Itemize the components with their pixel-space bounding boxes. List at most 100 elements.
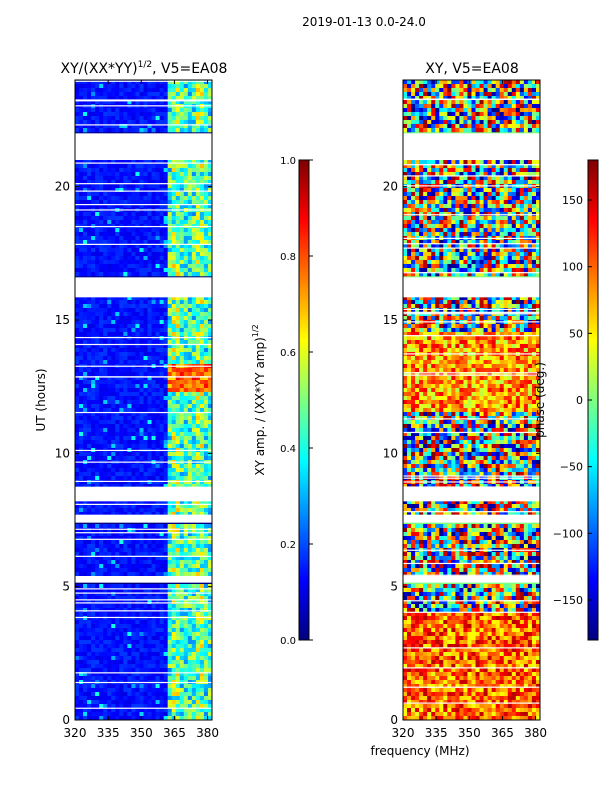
heatmap-cell — [187, 352, 193, 357]
heatmap-cell — [99, 644, 104, 649]
heatmap-cell — [419, 92, 424, 97]
heatmap-cell — [111, 416, 116, 421]
heatmap-cell — [131, 180, 136, 185]
heatmap-cell — [179, 636, 185, 641]
heatmap-cell — [151, 232, 156, 237]
heatmap-cell — [171, 668, 177, 673]
heatmap-cell — [187, 588, 193, 593]
heatmap-cell — [75, 644, 80, 649]
heatmap-cell — [75, 620, 80, 625]
heatmap-cell — [195, 548, 201, 553]
heatmap-cell — [103, 232, 108, 237]
heatmap-cell — [151, 324, 156, 329]
heatmap-cell — [167, 432, 173, 437]
heatmap-cell — [195, 372, 201, 377]
heatmap-cell — [155, 504, 160, 509]
heatmap-cell — [163, 424, 168, 429]
heatmap-cell — [163, 352, 168, 357]
heatmap-cell — [455, 88, 460, 93]
heatmap-cell — [531, 80, 537, 85]
heatmap-cell — [139, 196, 144, 201]
heatmap-cell — [171, 204, 177, 209]
heatmap-cell — [87, 252, 92, 257]
heatmap-cell — [111, 96, 116, 101]
heatmap-cell — [87, 216, 92, 221]
heatmap-cell — [163, 688, 168, 693]
heatmap-cell — [151, 540, 156, 545]
heatmap-cell — [447, 80, 452, 85]
heatmap-cell — [119, 260, 124, 265]
heatmap-cell — [179, 540, 185, 545]
heatmap-cell — [91, 316, 96, 321]
heatmap-cell — [83, 536, 88, 541]
heatmap-cell — [159, 128, 164, 133]
heatmap-cell — [75, 692, 80, 697]
heatmap-cell — [131, 504, 136, 509]
heatmap-cell — [95, 232, 100, 237]
heatmap-cell — [175, 384, 181, 389]
heatmap-cell — [119, 500, 124, 505]
heatmap-cell — [171, 312, 177, 317]
heatmap-cell — [151, 88, 156, 93]
heatmap-cell — [143, 524, 148, 529]
heatmap-cell — [163, 168, 168, 173]
heatmap-cell — [187, 120, 193, 125]
heatmap-cell — [143, 512, 148, 517]
heatmap-cell — [107, 588, 112, 593]
heatmap-cell — [99, 664, 104, 669]
heatmap-cell — [111, 232, 116, 237]
heatmap-cell — [99, 484, 104, 489]
heatmap-cell — [175, 452, 181, 457]
heatmap-cell — [139, 444, 144, 449]
heatmap-cell — [179, 200, 185, 205]
heatmap-cell — [135, 716, 140, 721]
heatmap-cell — [119, 196, 124, 201]
heatmap-cell — [103, 700, 108, 705]
heatmap-cell — [175, 228, 181, 233]
heatmap-cell — [75, 564, 80, 569]
heatmap-cell — [167, 388, 173, 393]
heatmap-cell — [87, 716, 92, 721]
heatmap-cell — [155, 540, 160, 545]
heatmap-cell — [99, 416, 104, 421]
heatmap-cell — [163, 600, 168, 605]
heatmap-cell — [175, 180, 181, 185]
heatmap-cell — [187, 648, 193, 653]
heatmap-cell — [135, 324, 140, 329]
heatmap-cell — [139, 692, 144, 697]
heatmap-cell — [147, 608, 152, 613]
heatmap-cell — [203, 404, 209, 409]
heatmap-cell — [131, 388, 136, 393]
heatmap-cell — [99, 528, 104, 533]
heatmap-cell — [119, 688, 124, 693]
heatmap-cell — [163, 252, 168, 257]
heatmap-cell — [147, 256, 152, 261]
heatmap-cell — [419, 88, 424, 93]
heatmap-cell — [423, 84, 428, 89]
heatmap-cell — [119, 600, 124, 605]
heatmap-cell — [191, 236, 197, 241]
heatmap-cell — [103, 468, 108, 473]
heatmap-cell — [115, 252, 120, 257]
heatmap-cell — [79, 456, 84, 461]
heatmap-cell — [155, 368, 160, 373]
heatmap-cell — [87, 508, 92, 513]
heatmap-cell — [187, 164, 193, 169]
heatmap-cell — [131, 676, 136, 681]
heatmap-cell — [199, 268, 205, 273]
heatmap-cell — [175, 296, 181, 301]
heatmap-cell — [119, 116, 124, 121]
heatmap-cell — [79, 544, 84, 549]
heatmap-cell — [187, 612, 193, 617]
heatmap-cell — [75, 652, 80, 657]
heatmap-cell — [183, 412, 189, 417]
heatmap-cell — [175, 432, 181, 437]
heatmap-cell — [107, 444, 112, 449]
heatmap-cell — [91, 588, 96, 593]
heatmap-cell — [203, 84, 209, 89]
heatmap-cell — [127, 352, 132, 357]
heatmap-cell — [151, 420, 156, 425]
heatmap-cell — [167, 332, 173, 337]
heatmap-cell — [79, 648, 84, 653]
